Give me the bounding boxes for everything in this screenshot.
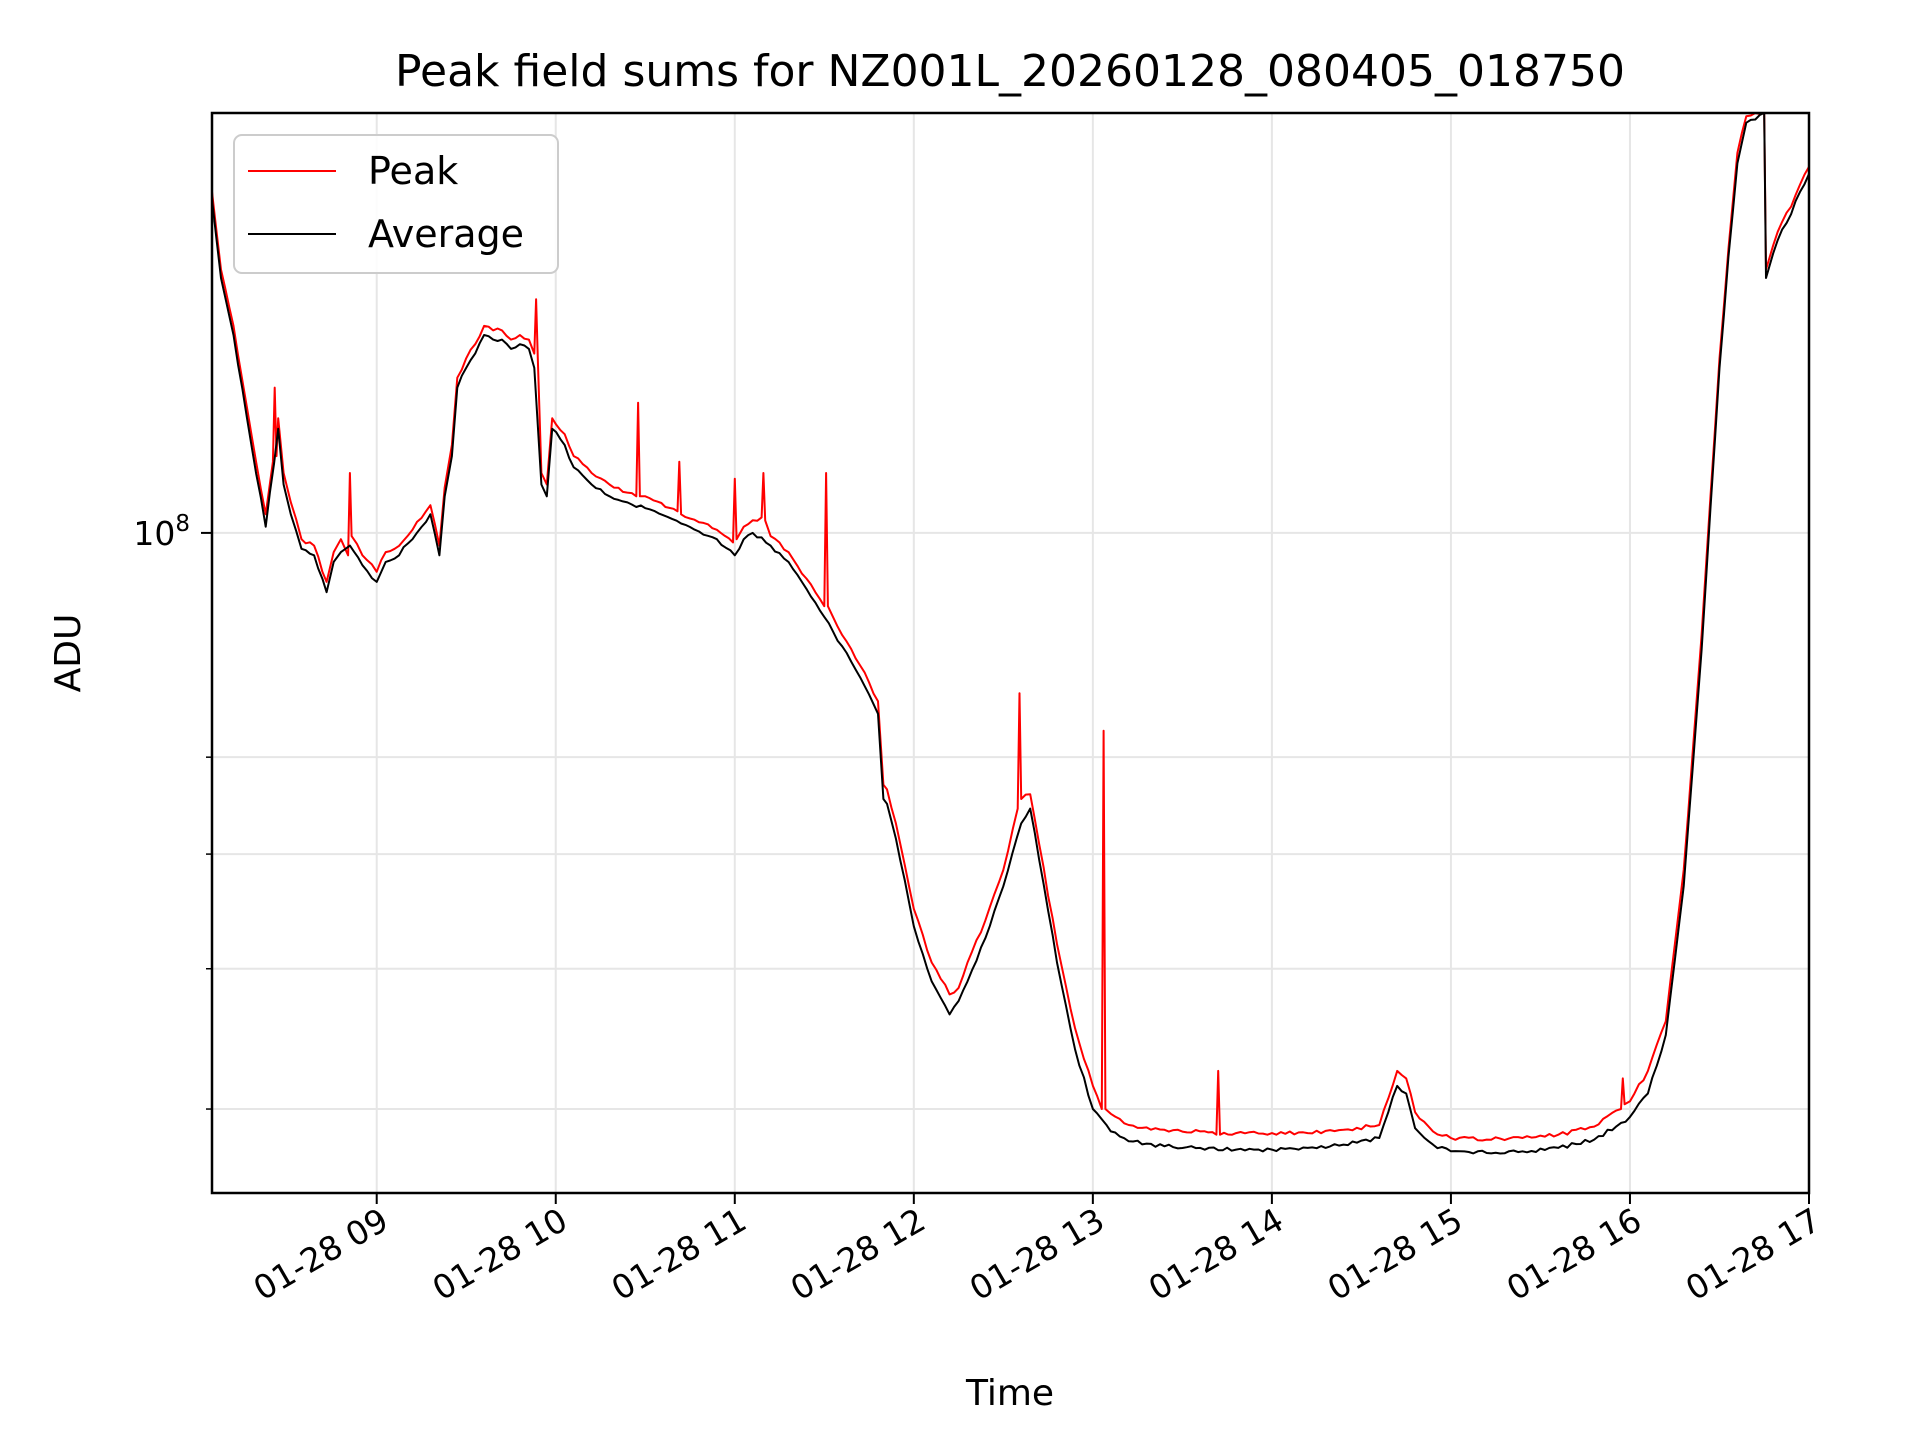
series-line-peak (212, 113, 1809, 1142)
y-tick-label: 108 (133, 511, 190, 553)
chart-title: Peak field sums for NZ001L_20260128_0804… (395, 46, 1625, 97)
y-axis-label: ADU (48, 614, 89, 693)
series-layer (212, 113, 1809, 1155)
legend-label-peak: Peak (368, 149, 458, 193)
legend: Peak Average (233, 134, 559, 274)
x-axis-label: Time (965, 1373, 1054, 1414)
y-axis: 108 (133, 511, 212, 1110)
plot-frame (210, 111, 1811, 1195)
series-line-average (212, 113, 1809, 1155)
legend-label-average: Average (368, 212, 524, 256)
legend-box (233, 134, 559, 274)
